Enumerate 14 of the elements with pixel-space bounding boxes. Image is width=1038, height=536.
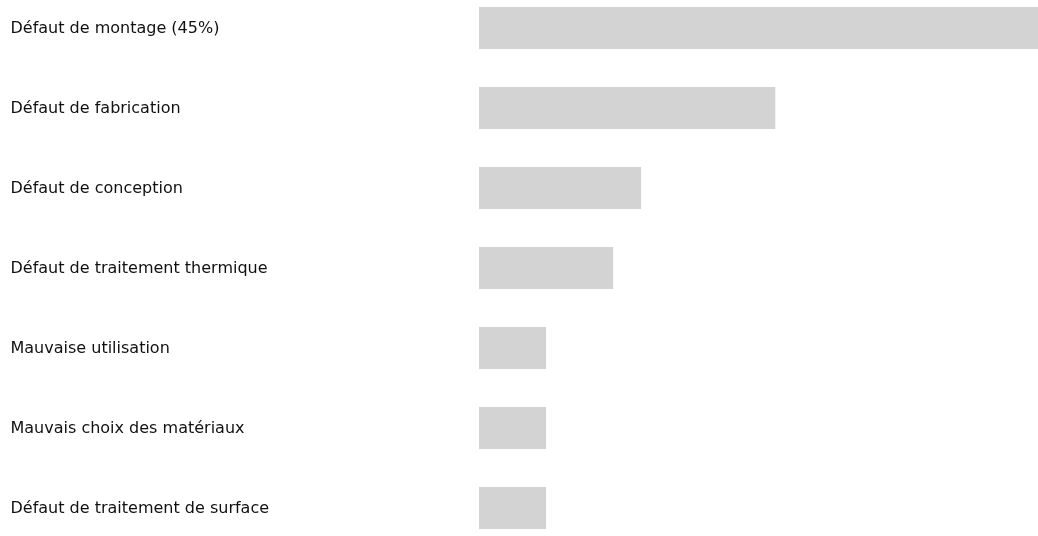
y-tick-label: Défaut de montage (45%) <box>10 18 220 37</box>
bar <box>479 247 614 289</box>
y-tick-label: Défaut de traitement thermique <box>10 258 268 277</box>
bar <box>479 167 642 209</box>
y-tick-label: Défaut de fabrication <box>10 98 181 117</box>
y-tick-label: Défaut de traitement de surface <box>10 498 270 517</box>
bar <box>479 87 776 129</box>
bar <box>479 407 547 449</box>
bar <box>479 487 547 529</box>
bar <box>479 327 547 369</box>
y-tick-label: Défaut de conception <box>10 178 183 197</box>
y-tick-label: Mauvaise utilisation <box>10 338 170 357</box>
y-tick-label: Mauvais choix des matériaux <box>10 418 245 437</box>
bar <box>479 7 1038 49</box>
